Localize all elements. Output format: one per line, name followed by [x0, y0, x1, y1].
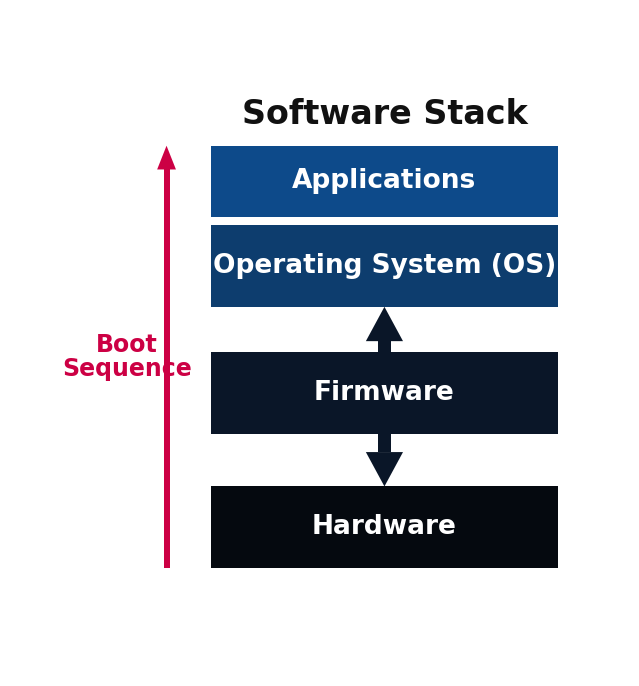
Text: Software Stack: Software Stack	[242, 98, 527, 131]
Bar	[378, 341, 391, 352]
Bar	[378, 434, 391, 452]
Polygon shape	[366, 452, 403, 486]
Bar	[211, 352, 558, 434]
Text: Hardware: Hardware	[312, 514, 457, 541]
Bar	[211, 225, 558, 307]
Text: Firmware: Firmware	[314, 379, 455, 405]
Polygon shape	[157, 145, 176, 169]
Bar	[211, 145, 558, 217]
Text: Sequence: Sequence	[62, 357, 192, 381]
Text: Applications: Applications	[292, 168, 477, 194]
Text: Operating System (OS): Operating System (OS)	[213, 253, 556, 279]
Polygon shape	[366, 307, 403, 341]
Bar	[211, 486, 558, 568]
Text: Boot: Boot	[96, 333, 158, 357]
Bar	[164, 169, 169, 568]
